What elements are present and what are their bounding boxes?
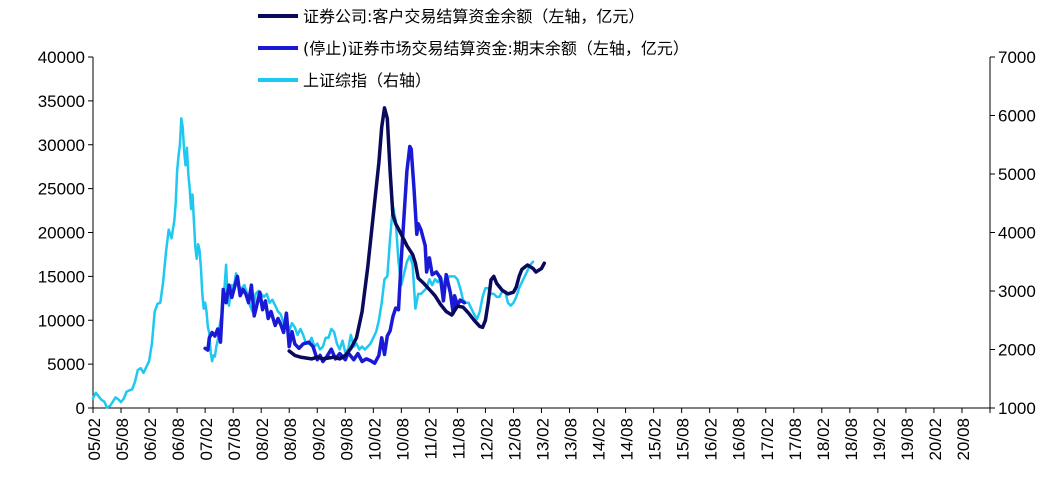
x-tick-label: 19/02 (870, 418, 889, 461)
x-tick-label: 15/02 (646, 418, 665, 461)
x-tick-label: 07/02 (197, 418, 216, 461)
x-tick-label: 20/02 (926, 418, 945, 461)
right-tick-label: 5000 (998, 165, 1036, 184)
left-tick-label: 25000 (38, 180, 85, 199)
x-tick-label: 06/08 (169, 418, 188, 461)
right-tick-label: 1000 (998, 399, 1036, 418)
left-tick-label: 0 (76, 399, 85, 418)
x-tick-label: 15/08 (674, 418, 693, 461)
x-tick-label: 13/08 (562, 418, 581, 461)
right-tick-label: 2000 (998, 341, 1036, 360)
left-tick-label: 15000 (38, 267, 85, 286)
left-y-axis: 0 5000 10000 15000 20000 25000 30000 35000 40000 (38, 48, 94, 418)
x-tick-label: 16/02 (702, 418, 721, 461)
x-tick-label: 13/02 (534, 418, 553, 461)
right-y-axis: 1000 2000 3000 4000 5000 6000 7000 (989, 48, 1036, 418)
right-tick-label: 3000 (998, 282, 1036, 301)
right-tick-label: 6000 (998, 107, 1036, 126)
x-tick-label: 17/08 (786, 418, 805, 461)
series-line-2 (91, 117, 535, 409)
legend-label: 上证综指（右轴） (303, 71, 431, 90)
x-tick-label: 08/08 (281, 418, 300, 461)
left-tick-label: 20000 (38, 224, 85, 243)
x-tick-label: 12/08 (505, 418, 524, 461)
left-tick-label: 30000 (38, 136, 85, 155)
x-tick-label: 14/08 (618, 418, 637, 461)
x-tick-label: 09/02 (309, 418, 328, 461)
x-tick-label: 16/08 (730, 418, 749, 461)
series-line-0 (287, 106, 547, 361)
right-tick-label: 7000 (998, 48, 1036, 67)
x-tick-label: 19/08 (898, 418, 917, 461)
left-tick-label: 10000 (38, 311, 85, 330)
x-tick-label: 06/02 (141, 418, 160, 461)
x-axis: 05/02 05/08 06/02 06/08 07/02 07/08 08/02 08/08… (85, 407, 991, 461)
legend-label: (停止)证券市场交易结算资金:期末余额（左轴，亿元） (303, 39, 689, 58)
left-tick-label: 40000 (38, 48, 85, 67)
x-tick-label: 14/02 (590, 418, 609, 461)
left-tick-label: 5000 (47, 355, 85, 374)
x-tick-label: 18/08 (842, 418, 861, 461)
x-tick-label: 08/02 (253, 418, 272, 461)
x-tick-label: 10/02 (365, 418, 384, 461)
x-tick-label: 05/08 (113, 418, 132, 461)
x-tick-label: 07/08 (225, 418, 244, 461)
x-tick-label: 17/02 (758, 418, 777, 461)
x-tick-label: 11/08 (449, 418, 468, 459)
legend: 证券公司:客户交易结算资金余额（左轴，亿元） (停止)证券市场交易结算资金:期末余… (258, 7, 689, 90)
right-tick-label: 4000 (998, 224, 1036, 243)
x-tick-label: 05/02 (85, 418, 104, 461)
left-tick-label: 35000 (38, 92, 85, 111)
x-tick-label: 11/02 (421, 418, 440, 459)
plot-lines (91, 106, 547, 409)
legend-label: 证券公司:客户交易结算资金余额（左轴，亿元） (303, 7, 644, 26)
series-line-1 (203, 144, 467, 365)
x-tick-label: 18/02 (814, 418, 833, 461)
x-tick-label: 20/08 (954, 418, 973, 461)
x-tick-label: 12/02 (477, 418, 496, 461)
x-tick-label: 09/08 (337, 418, 356, 461)
x-tick-label: 10/08 (393, 418, 412, 461)
